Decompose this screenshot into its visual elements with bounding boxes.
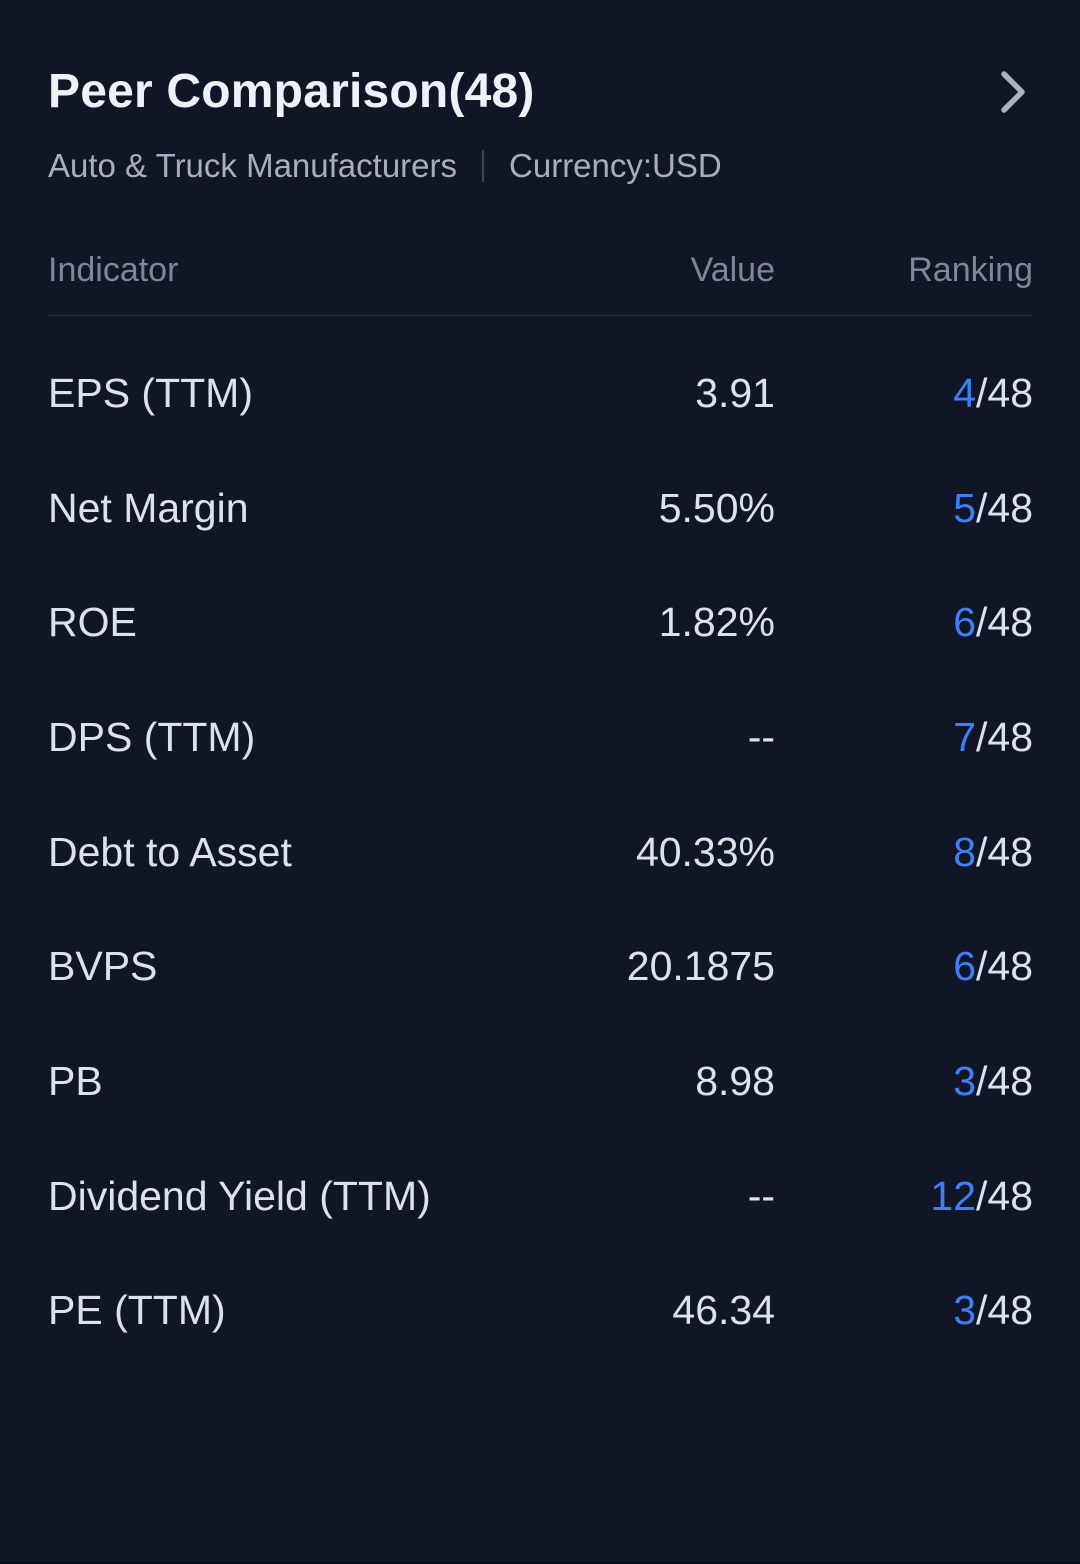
- table-row[interactable]: Dividend Yield (TTM) -- 12/48: [48, 1139, 1033, 1254]
- row-indicator: PE (TTM): [48, 1287, 226, 1334]
- industry-label: Auto & Truck Manufacturers: [48, 147, 458, 184]
- rank-number: 6: [953, 943, 976, 990]
- row-ranking[interactable]: 8/48: [775, 829, 1033, 876]
- table-body: EPS (TTM) 3.91 4/48 Net Margin 5.50% 5/4…: [48, 316, 1033, 1368]
- column-header-value: Value: [690, 251, 775, 289]
- row-value: 8.98: [695, 1057, 775, 1104]
- row-value: 5.50%: [658, 484, 775, 531]
- card-subtitle: Auto & Truck Manufacturers Currency:USD: [48, 146, 1033, 186]
- row-ranking[interactable]: 6/48: [775, 599, 1033, 646]
- table-row[interactable]: EPS (TTM) 3.91 4/48: [48, 336, 1033, 451]
- column-header-indicator: Indicator: [48, 251, 179, 289]
- subtitle-divider: [482, 150, 485, 182]
- row-indicator: ROE: [48, 599, 137, 646]
- rank-total: /48: [976, 943, 1033, 990]
- table-row[interactable]: Debt to Asset 40.33% 8/48: [48, 795, 1033, 910]
- row-indicator: BVPS: [48, 943, 158, 990]
- rank-total: /48: [976, 369, 1033, 416]
- rank-total: /48: [976, 1057, 1033, 1104]
- section-title: Peer Comparison(48): [48, 65, 535, 118]
- rank-total: /48: [976, 1287, 1033, 1334]
- row-indicator: Dividend Yield (TTM): [48, 1172, 431, 1219]
- header-divider: [48, 315, 1033, 316]
- row-value: 1.82%: [658, 599, 775, 646]
- row-indicator: Debt to Asset: [48, 828, 292, 875]
- rank-number: 7: [953, 713, 976, 760]
- chevron-right-icon[interactable]: [993, 64, 1033, 120]
- table-header-row: Indicator Value Ranking: [48, 250, 1033, 290]
- row-ranking[interactable]: 3/48: [775, 1058, 1033, 1105]
- row-value: 3.91: [695, 369, 775, 416]
- rank-total: /48: [976, 1172, 1033, 1219]
- rank-number: 6: [953, 599, 976, 646]
- row-ranking[interactable]: 12/48: [775, 1173, 1033, 1220]
- rank-number: 3: [953, 1287, 976, 1334]
- currency-label: Currency:USD: [509, 147, 722, 184]
- row-value: 20.1875: [626, 943, 775, 990]
- table-row[interactable]: PB 8.98 3/48: [48, 1024, 1033, 1139]
- card-header: Peer Comparison(48): [48, 64, 1033, 120]
- row-value: 40.33%: [635, 828, 775, 875]
- rank-number: 12: [930, 1172, 976, 1219]
- row-ranking[interactable]: 3/48: [775, 1287, 1033, 1334]
- row-value: --: [747, 1172, 775, 1219]
- row-ranking[interactable]: 7/48: [775, 714, 1033, 761]
- row-value: 46.34: [672, 1287, 775, 1334]
- row-ranking[interactable]: 4/48: [775, 370, 1033, 417]
- row-ranking[interactable]: 5/48: [775, 485, 1033, 532]
- row-value: --: [747, 713, 775, 760]
- rank-number: 3: [953, 1057, 976, 1104]
- row-indicator: DPS (TTM): [48, 713, 256, 760]
- rank-total: /48: [976, 713, 1033, 760]
- row-ranking[interactable]: 6/48: [775, 943, 1033, 990]
- row-indicator: Net Margin: [48, 484, 249, 531]
- table-row[interactable]: Net Margin 5.50% 5/48: [48, 451, 1033, 566]
- rank-number: 5: [953, 484, 976, 531]
- table-row[interactable]: ROE 1.82% 6/48: [48, 565, 1033, 680]
- row-indicator: EPS (TTM): [48, 369, 253, 416]
- table-row[interactable]: DPS (TTM) -- 7/48: [48, 680, 1033, 795]
- rank-number: 8: [953, 828, 976, 875]
- rank-total: /48: [976, 599, 1033, 646]
- peer-comparison-card: Peer Comparison(48) Auto & Truck Manufac…: [0, 64, 1080, 1368]
- rank-total: /48: [976, 828, 1033, 875]
- rank-total: /48: [976, 484, 1033, 531]
- row-indicator: PB: [48, 1057, 103, 1104]
- peer-comparison-table: Indicator Value Ranking EPS (TTM) 3.91 4…: [48, 250, 1033, 1368]
- table-row[interactable]: BVPS 20.1875 6/48: [48, 909, 1033, 1024]
- table-row[interactable]: PE (TTM) 46.34 3/48: [48, 1254, 1033, 1369]
- rank-number: 4: [953, 369, 976, 416]
- column-header-ranking: Ranking: [908, 251, 1033, 289]
